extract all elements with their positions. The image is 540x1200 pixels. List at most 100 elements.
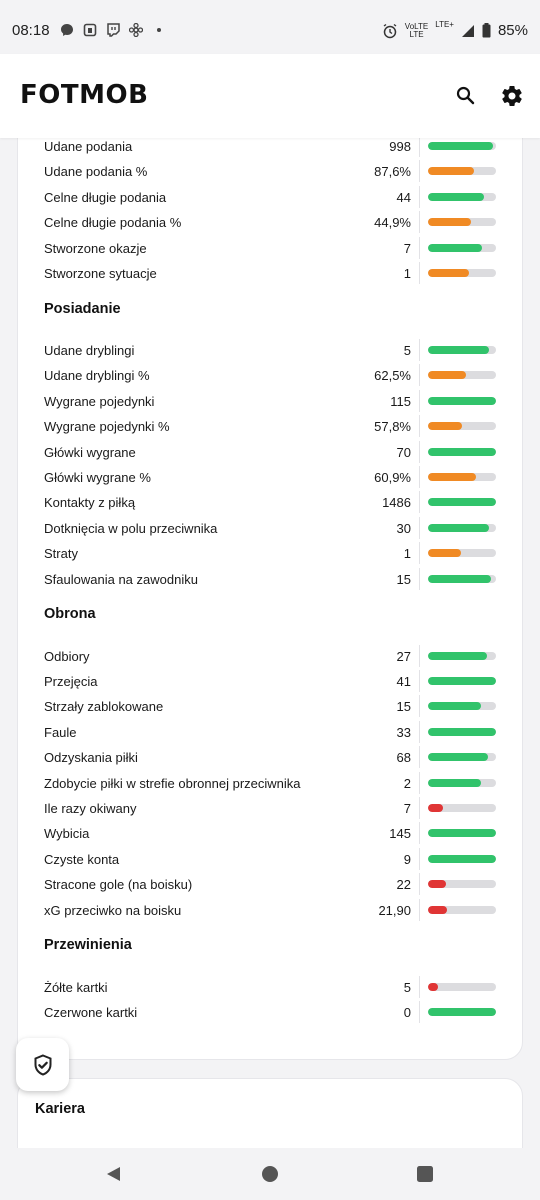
stat-divider [419,236,420,259]
stat-value: 15 [396,699,411,715]
percentile-bar [428,396,496,405]
home-icon[interactable] [260,1164,280,1184]
stat-label: Stworzone okazje [44,240,147,256]
stat-divider [419,975,420,998]
career-title: Kariera [35,1101,85,1117]
stat-row[interactable]: Celne długie podania % 44,9% [44,211,496,238]
stat-divider [419,567,420,590]
stat-divider [419,185,420,208]
stat-label: Wygrane pojedynki % [44,419,170,435]
fotmob-logo[interactable]: FOTMOB [20,80,149,110]
stat-value: 7 [403,801,411,816]
percentile-bar-fill [428,218,471,227]
stat-row[interactable]: Główki wygrane 70 [44,440,496,468]
stat-row[interactable]: Faule 33 [44,720,496,748]
percentile-bar [428,422,496,431]
stat-row[interactable]: Sfaulowania na zawodniku 15 [44,567,496,595]
stat-value: 1 [403,266,411,281]
stat-row[interactable]: Dotknięcia w polu przeciwnika 30 [44,516,496,544]
volte-label: VoLTE [404,21,429,31]
stat-divider [419,466,420,488]
stat-divider [419,1001,420,1023]
stat-row[interactable]: Strzały zablokowane 15 [44,695,496,722]
stat-label: Ile razy okiwany [44,801,137,816]
percentile-bar-fill [428,905,448,914]
stat-divider [419,415,420,438]
stat-row[interactable]: Czyste konta 9 [44,847,496,875]
stat-label: Żółte kartki [44,979,108,995]
stat-row[interactable]: Straty 1 [44,542,496,569]
stat-value: 27 [396,648,411,664]
stat-divider [419,670,420,692]
percentile-bar [428,243,496,252]
section-title: Posiadanie [44,300,121,317]
stat-divider [419,873,420,896]
stat-row[interactable]: Ile razy okiwany 7 [44,797,496,824]
stat-row[interactable]: Czerwone kartki 0 [44,1001,496,1028]
percentile-bar [428,473,496,481]
stat-row[interactable]: Wybicia 145 [44,822,496,849]
stat-value: 15 [396,571,411,587]
stat-value: 1486 [382,495,411,511]
stat-row[interactable]: Udane podania 998 [44,138,496,162]
percentile-bar-fill [428,192,485,201]
stat-label: Główki wygrane [44,444,136,460]
percentile-bar [428,804,496,812]
percentile-bar-fill [428,778,482,787]
percentile-bar [428,677,496,685]
stat-row[interactable]: Udane podania % 87,6% [44,160,496,187]
stat-row[interactable]: Stworzone sytuacje 1 [44,262,496,289]
gear-icon[interactable] [500,84,524,108]
percentile-bar-fill [428,396,496,405]
section-title: Obrona [44,606,96,623]
stat-value: 2 [403,775,411,791]
stat-value: 7 [403,240,411,256]
back-icon[interactable] [104,1164,124,1184]
stat-row[interactable]: Wygrane pojedynki 115 [44,389,496,417]
stat-label: Czerwone kartki [44,1005,138,1020]
stat-divider [419,542,420,565]
stat-label: Główki wygrane % [44,470,151,485]
stat-row[interactable]: xG przeciwko na boisku 21,90 [44,898,496,926]
stat-value: 60,9% [374,470,411,485]
stat-row[interactable]: Stracone gole (na boisku) 22 [44,873,496,900]
stat-row[interactable]: Udane dryblingi 5 [44,339,496,366]
percentile-bar-fill [428,982,439,991]
stat-row[interactable]: Odbiory 27 [44,644,496,672]
stat-row[interactable]: Odzyskania piłki 68 [44,746,496,773]
search-icon[interactable] [454,84,478,108]
stat-value: 41 [396,674,411,689]
stat-value: 87,6% [374,164,411,180]
lte-label: LTE [409,29,424,39]
shield-button[interactable] [16,1038,69,1091]
percentile-bar [428,269,496,277]
percentile-bar [428,192,496,201]
stat-row[interactable]: Kontakty z piłką 1486 [44,491,496,518]
battery-percent: 85% [497,22,528,39]
stat-value: 44,9% [374,215,411,231]
stat-divider [419,898,420,921]
recents-icon[interactable] [415,1164,435,1184]
content-scroll[interactable]: Udane podania 998 Udane podania % 87,6% Celn… [0,138,540,1148]
stat-row[interactable]: Wygrane pojedynki % 57,8% [44,415,496,442]
percentile-bar [428,218,496,227]
percentile-bar [428,753,496,762]
stat-row[interactable]: Główki wygrane % 60,9% [44,466,496,493]
stat-value: 9 [403,851,411,867]
stat-label: Stracone gole (na boisku) [44,877,193,893]
stat-value: 22 [396,877,411,893]
stat-label: Odzyskania piłki [44,750,138,766]
stat-row[interactable]: Przejęcia 41 [44,670,496,697]
stat-row[interactable]: Stworzone okazje 7 [44,236,496,264]
percentile-bar [428,702,496,711]
stat-row[interactable]: Żółte kartki 5 [44,975,496,1003]
signal-icon [461,24,474,37]
stat-divider [419,339,420,361]
stat-row[interactable]: Udane dryblingi % 62,5% [44,364,496,391]
stat-row[interactable]: Zdobycie piłki w strefie obronnej przeci… [44,771,496,799]
percentile-bar [428,523,496,532]
stat-row[interactable]: Celne długie podania 44 [44,185,496,213]
stat-value: 30 [396,520,411,536]
career-card[interactable]: Kariera [17,1078,523,1148]
percentile-bar [428,880,496,889]
